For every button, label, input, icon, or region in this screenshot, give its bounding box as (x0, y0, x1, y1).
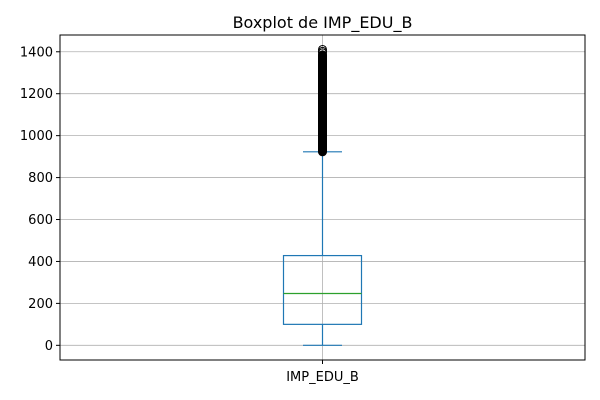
y-tick-label: 1200 (20, 87, 53, 102)
y-tick-label: 1400 (20, 45, 53, 60)
x-tick-label: IMP_EDU_B (286, 370, 359, 385)
y-tick-label: 1000 (20, 129, 53, 144)
chart-title: Boxplot de IMP_EDU_B (233, 13, 413, 33)
y-tick-label: 800 (28, 171, 53, 186)
y-tick-label: 200 (28, 297, 53, 312)
y-tick-label: 0 (45, 339, 53, 354)
iqr-box (282, 254, 363, 325)
y-tick-label: 400 (28, 255, 53, 270)
outlier-point (318, 44, 327, 54)
y-tick-label: 600 (28, 213, 53, 228)
outlier-layer (318, 44, 327, 157)
outlier-point (318, 50, 327, 60)
axis-layer: 0 200 400 600 800 1000 1200 1400 IMP_EDU_B (20, 34, 586, 385)
